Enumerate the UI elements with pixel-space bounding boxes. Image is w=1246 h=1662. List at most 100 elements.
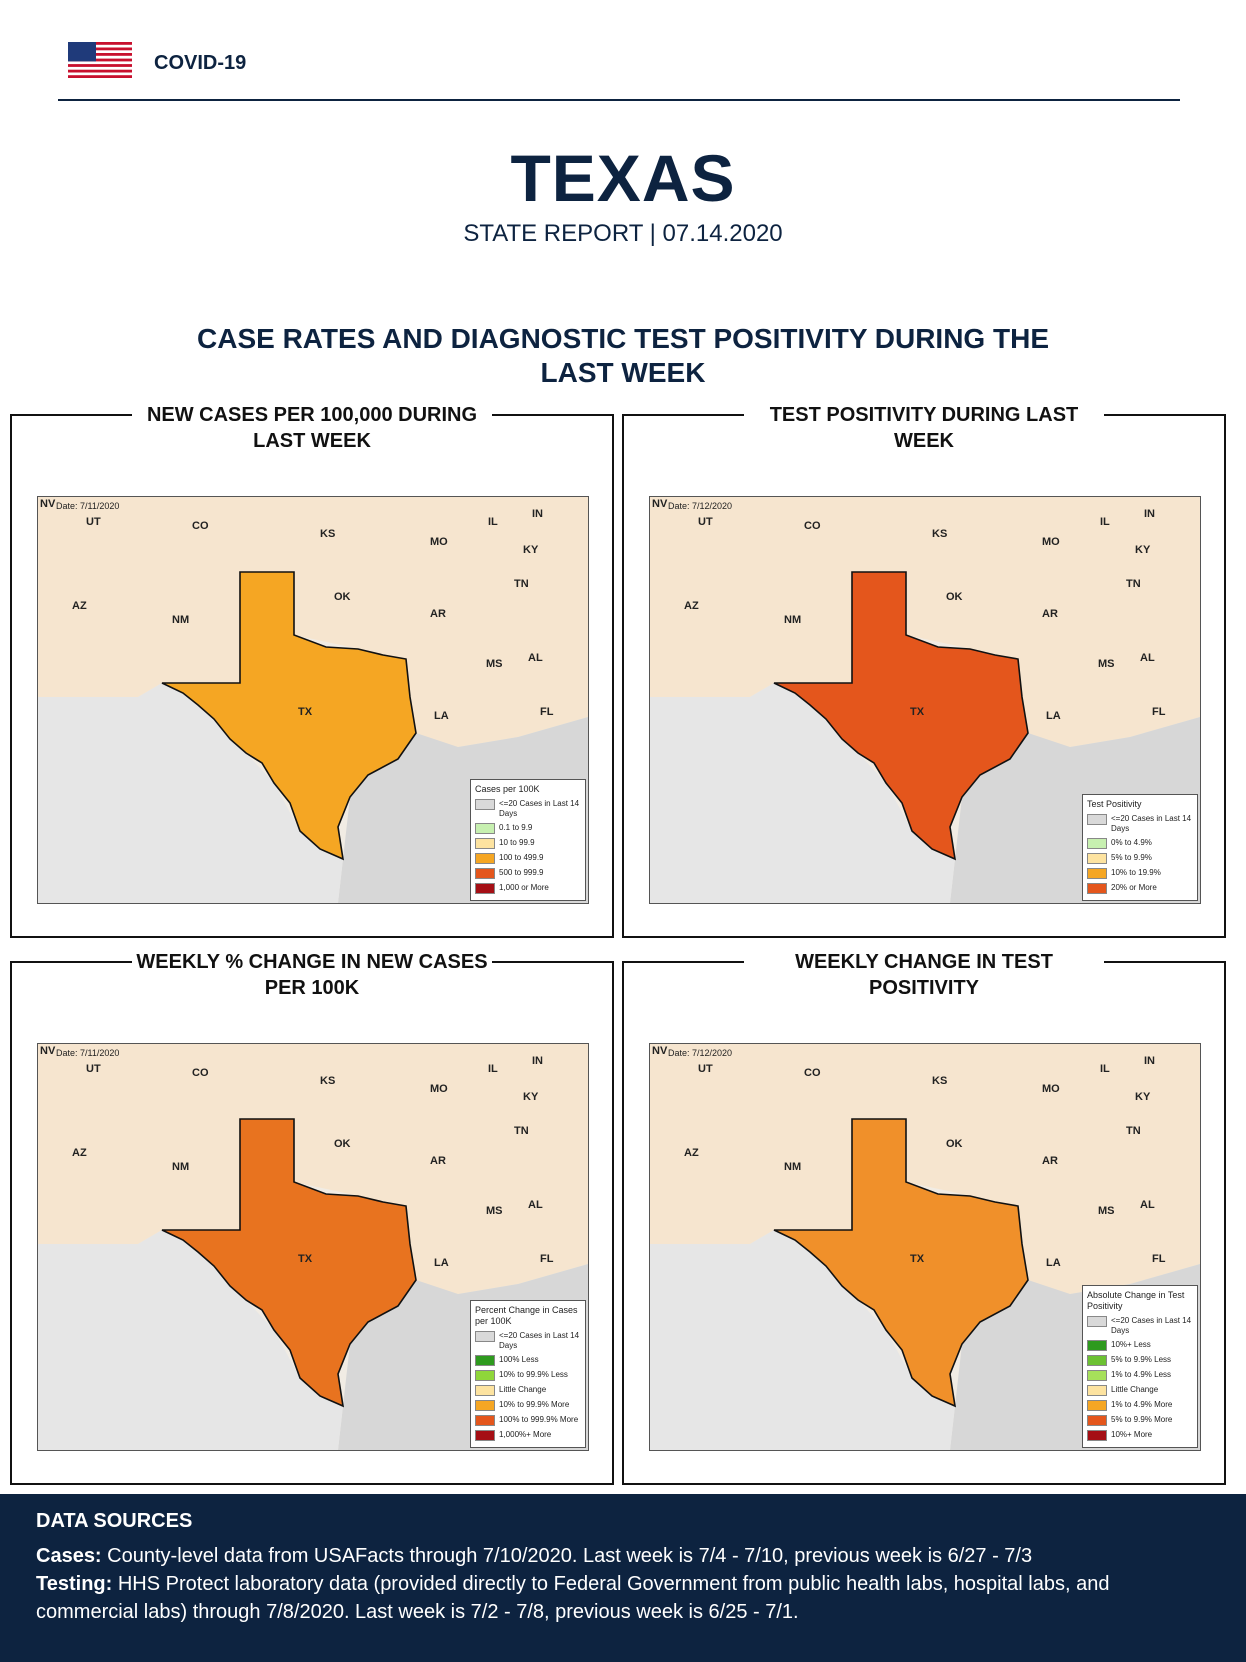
state-label: NV (652, 1045, 668, 1057)
report-subtitle: STATE REPORT | 07.14.2020 (463, 220, 783, 247)
legend-label: <=20 Cases in Last 14 Days (1111, 814, 1192, 833)
state-label: TX (298, 706, 313, 718)
legend-swatch (475, 823, 495, 834)
state-label: FL (1152, 706, 1166, 718)
legend-swatch (475, 1430, 495, 1441)
neighbor-states-shape (650, 497, 1200, 747)
legend-label: 10% to 19.9% (1111, 868, 1161, 877)
panel-title: WEEKLY % CHANGE IN NEW CASES PER 100K (132, 949, 492, 1001)
legend-swatch (1087, 1316, 1107, 1327)
state-label: AR (1042, 608, 1058, 620)
state-label: MO (1042, 536, 1060, 548)
legend-item: 1% to 4.9% More (1087, 1400, 1193, 1411)
section-title: CASE RATES AND DIAGNOSTIC TEST POSITIVIT… (197, 323, 1049, 388)
testing-label: Testing: (36, 1573, 113, 1595)
legend-item: 1,000 or More (475, 883, 581, 894)
panel-test-positivity: TEST POSITIVITY DURING LAST WEEK NV UT CO K… (622, 402, 1226, 938)
map: NV UT CO KS MO IL IN KY TN AZ NM OK AR MS AL TX LA FL Date… (37, 496, 589, 904)
legend-item: Little Change (475, 1385, 581, 1396)
neighbor-states-shape (650, 1044, 1200, 1294)
state-label: OK (334, 1138, 351, 1150)
state-label: NV (40, 498, 56, 510)
legend-title: Cases per 100K (475, 784, 540, 794)
legend-label: 100% Less (499, 1355, 539, 1364)
legend-label: 5% to 9.9% More (1111, 1415, 1173, 1424)
panel-title: WEEKLY CHANGE IN TEST POSITIVITY (744, 949, 1104, 1001)
state-label: AZ (72, 600, 87, 612)
legend-item: 100 to 499.9 (475, 853, 581, 864)
state-label: FL (540, 1253, 554, 1265)
state-label: NM (784, 614, 801, 626)
state-label: MS (1098, 1205, 1115, 1217)
legend-label: 1,000 or More (499, 883, 549, 892)
state-label: FL (1152, 1253, 1166, 1265)
data-sources-footer: DATA SOURCES Cases: County-level data fr… (0, 1494, 1246, 1662)
legend-swatch (1087, 868, 1107, 879)
state-label: MO (430, 1083, 448, 1095)
state-label: AR (430, 608, 446, 620)
legend-item: 10%+ Less (1087, 1340, 1193, 1351)
map-legend: Percent Change in Cases per 100K <=20 Cas… (470, 1300, 586, 1448)
state-label: MS (486, 1205, 503, 1217)
legend-swatch (475, 1331, 495, 1342)
legend-swatch (475, 883, 495, 894)
legend-item: 10 to 99.9 (475, 838, 581, 849)
state-label: IN (1144, 508, 1155, 520)
legend-swatch (475, 1355, 495, 1366)
state-label: KY (1135, 1091, 1151, 1103)
mexico-shape (38, 683, 343, 903)
legend-item: 100% to 999.9% More (475, 1415, 581, 1426)
legend-title: Absolute Change in Test Positivity (1087, 1290, 1185, 1311)
map: NV UT CO KS MO IL IN KY TN AZ NM OK AR MS AL TX LA FL Date… (649, 1043, 1201, 1451)
state-label: AZ (684, 600, 699, 612)
state-label: UT (86, 516, 101, 528)
state-label: AL (1140, 652, 1155, 664)
map-legend: Cases per 100K <=20 Cases in Last 14 Days… (470, 779, 586, 901)
legend-item: 1,000%+ More (475, 1430, 581, 1441)
map-date-label: Date: 7/12/2020 (668, 501, 732, 511)
state-label: AR (1042, 1155, 1058, 1167)
legend-swatch (475, 838, 495, 849)
state-label: MS (1098, 658, 1115, 670)
legend-label: 100 to 499.9 (499, 853, 544, 862)
legend-item: 10% to 99.9% Less (475, 1370, 581, 1381)
legend-label: 0% to 4.9% (1111, 838, 1152, 847)
mexico-shape (650, 683, 955, 903)
legend-swatch (1087, 1400, 1107, 1411)
state-label: UT (698, 516, 713, 528)
state-label: TN (1126, 1125, 1141, 1137)
legend-item: 1% to 4.9% Less (1087, 1370, 1193, 1381)
legend-swatch (475, 1385, 495, 1396)
state-label: KY (523, 544, 539, 556)
texas-shape (773, 571, 1029, 861)
legend-item: 500 to 999.9 (475, 868, 581, 879)
legend-label: 5% to 9.9% Less (1111, 1355, 1172, 1364)
state-title: TEXAS (510, 141, 736, 215)
state-label: LA (1046, 1257, 1061, 1269)
cases-label: Cases: (36, 1545, 102, 1567)
footer-title: DATA SOURCES (36, 1510, 193, 1532)
panel-title: TEST POSITIVITY DURING LAST WEEK (744, 402, 1104, 454)
state-label: KY (1135, 544, 1151, 556)
state-label: IL (1100, 1063, 1110, 1075)
legend-item: <=20 Cases in Last 14 Days (475, 1331, 581, 1351)
panel-new-cases: NEW CASES PER 100,000 DURING LAST WEEK N… (10, 402, 614, 938)
footer-testing-line: Testing: HHS Protect laboratory data (pr… (36, 1570, 1216, 1626)
state-label: TN (1126, 578, 1141, 590)
legend-item: Little Change (1087, 1385, 1193, 1396)
legend-label: 0.1 to 9.9 (499, 823, 533, 832)
state-label: TN (514, 578, 529, 590)
legend-label: 10 to 99.9 (499, 838, 535, 847)
legend-label: 1% to 4.9% More (1111, 1400, 1173, 1409)
legend-label: <=20 Cases in Last 14 Days (499, 1331, 580, 1350)
state-label: MO (1042, 1083, 1060, 1095)
legend-swatch (1087, 1370, 1107, 1381)
legend-title: Percent Change in Cases per 100K (475, 1305, 578, 1326)
state-label: CO (804, 520, 821, 532)
state-label: AZ (684, 1147, 699, 1159)
legend-item: 100% Less (475, 1355, 581, 1366)
state-label: CO (192, 520, 209, 532)
state-label: NV (652, 498, 668, 510)
state-label: TX (910, 706, 925, 718)
legend-item: 20% or More (1087, 883, 1193, 894)
